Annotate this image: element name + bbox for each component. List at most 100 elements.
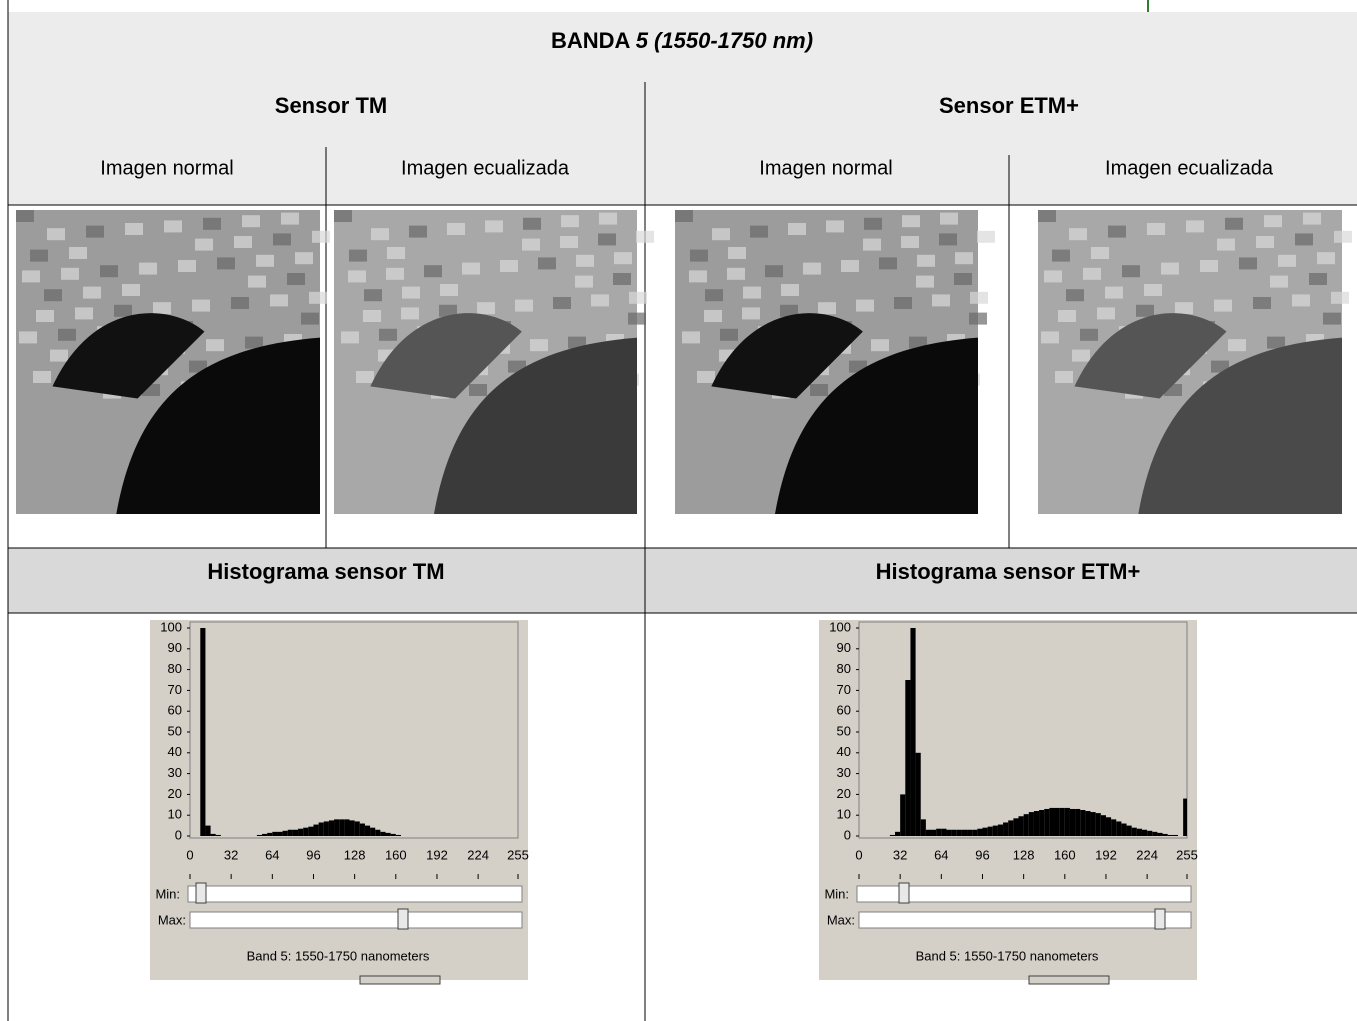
- field: [1144, 284, 1162, 296]
- field: [704, 310, 722, 322]
- field: [1083, 267, 1101, 280]
- field: [1105, 286, 1123, 299]
- x-tick-label: 224: [467, 847, 489, 862]
- field: [114, 304, 132, 317]
- field: [1161, 262, 1179, 275]
- histogram-bar: [292, 829, 299, 836]
- field: [1136, 304, 1154, 317]
- field: [1052, 249, 1070, 262]
- x-tick-label: 128: [1013, 847, 1035, 862]
- field: [932, 294, 950, 307]
- field: [477, 302, 495, 315]
- satellite-image: [1038, 210, 1352, 514]
- field: [348, 270, 366, 283]
- histogram-bar: [1167, 834, 1173, 836]
- y-tick-label: 50: [837, 723, 851, 738]
- histogram-bar: [997, 824, 1004, 836]
- histogram-bar: [370, 827, 376, 836]
- max-slider: [189, 911, 523, 929]
- field: [902, 215, 920, 228]
- field: [705, 289, 723, 302]
- field: [916, 275, 934, 288]
- plot-area: [189, 621, 519, 839]
- field: [1309, 273, 1327, 285]
- button: [1028, 975, 1110, 985]
- x-tick-label: 192: [1095, 847, 1117, 862]
- field: [334, 210, 352, 222]
- field: [1303, 212, 1321, 225]
- field: [689, 270, 707, 283]
- histogram-bar: [1126, 825, 1132, 836]
- field: [1122, 265, 1140, 278]
- field: [83, 286, 101, 299]
- field: [826, 220, 844, 233]
- min-label: Min:: [155, 886, 180, 901]
- field: [356, 371, 374, 383]
- field: [856, 299, 874, 312]
- y-tick-label: 100: [829, 619, 851, 634]
- histogram-bar: [931, 829, 937, 836]
- caption: Band 5: 1550-1750 nanometers: [916, 948, 1099, 963]
- x-tick-label: 96: [975, 847, 989, 862]
- field: [153, 302, 171, 315]
- histogram-bar: [354, 821, 360, 836]
- x-tick-label: 0: [186, 847, 193, 862]
- field: [1292, 294, 1310, 307]
- field: [192, 299, 210, 312]
- histogram-bar: [895, 831, 901, 836]
- histogram-bar: [920, 819, 926, 836]
- histogram-bar: [200, 628, 206, 836]
- field: [61, 267, 79, 280]
- field: [1278, 254, 1296, 267]
- field: [728, 247, 746, 259]
- x-tick-label: 64: [934, 847, 948, 862]
- histogram-bar: [215, 834, 221, 836]
- field: [628, 312, 646, 325]
- field: [1097, 307, 1115, 320]
- histogram-bar: [267, 832, 273, 836]
- field: [447, 223, 465, 235]
- sea: [1138, 337, 1342, 514]
- y-tick-label: 70: [168, 682, 182, 697]
- histogram-bar: [946, 829, 952, 836]
- y-tick-label: 10: [168, 807, 182, 822]
- field: [1038, 210, 1056, 222]
- max-thumb: [397, 908, 409, 930]
- histogram-bar: [359, 823, 365, 836]
- x-tick-label: 160: [385, 847, 407, 862]
- field: [553, 297, 571, 309]
- field: [720, 328, 738, 341]
- y-tick-label: 80: [168, 661, 182, 676]
- histogram-bar: [910, 628, 916, 836]
- field: [879, 257, 897, 270]
- title: BANDA 5 (1550-1750 nm): [551, 28, 813, 53]
- field: [371, 228, 389, 241]
- y-tick-label: 60: [168, 703, 182, 718]
- histogram-bar: [390, 833, 396, 836]
- field: [301, 312, 319, 325]
- histogram-bar: [277, 831, 283, 836]
- histogram-bar: [936, 828, 942, 836]
- field: [122, 284, 140, 296]
- sea: [433, 337, 637, 514]
- y-tick-label: 40: [168, 744, 182, 759]
- histogram-bar: [1152, 831, 1158, 836]
- field: [1239, 257, 1257, 270]
- histogram-bar: [1157, 832, 1163, 836]
- field: [1214, 299, 1232, 312]
- field: [125, 223, 143, 235]
- y-tick-label: 10: [837, 807, 851, 822]
- histogram-bar: [1049, 807, 1055, 836]
- sensor-header: Sensor TM: [275, 93, 387, 118]
- field: [1058, 310, 1076, 322]
- field: [727, 267, 745, 280]
- histogram-bar: [1013, 818, 1019, 836]
- x-tick-label: 32: [893, 847, 907, 862]
- field: [485, 220, 503, 233]
- field: [379, 328, 397, 341]
- field: [810, 384, 828, 396]
- field: [560, 236, 578, 248]
- histogram-bar: [328, 820, 335, 836]
- histogram-bar: [1069, 808, 1076, 836]
